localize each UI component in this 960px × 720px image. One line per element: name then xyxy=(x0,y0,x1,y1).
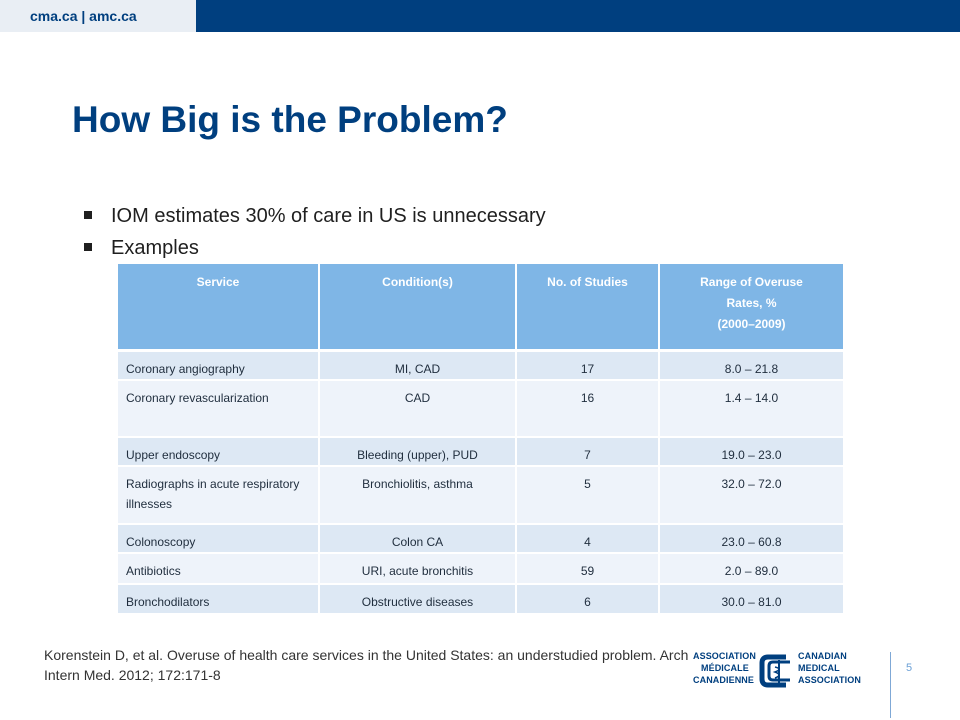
cell-studies: 16 xyxy=(516,379,660,438)
cell-range: 32.0 – 72.0 xyxy=(659,465,843,525)
header-conditions: Condition(s) xyxy=(319,264,517,352)
bullet-text: Examples xyxy=(111,237,199,259)
cell-range: 2.0 – 89.0 xyxy=(659,552,843,585)
bullet-text: IOM estimates 30% of care in US is unnec… xyxy=(111,205,546,227)
cell-range: 8.0 – 21.8 xyxy=(659,350,843,381)
header-service: Service xyxy=(118,264,320,352)
cell-studies: 5 xyxy=(516,465,660,525)
header-range-line: Rates, % xyxy=(726,296,777,310)
header-range-line: (2000–2009) xyxy=(717,317,786,331)
cell-service: Coronary angiography xyxy=(118,350,320,381)
logo-text-line: CANADIENNE xyxy=(693,675,755,685)
cell-condition: Bronchiolitis, asthma xyxy=(319,465,517,525)
cell-service: Antibiotics xyxy=(118,552,320,585)
table-row: Upper endoscopy Bleeding (upper), PUD 7 … xyxy=(118,436,843,467)
cell-condition: URI, acute bronchitis xyxy=(319,552,517,585)
header-studies: No. of Studies xyxy=(516,264,660,352)
logo-text-line: CANADIAN xyxy=(798,651,847,661)
cell-service: Bronchodilators xyxy=(118,583,320,615)
cell-service: Upper endoscopy xyxy=(118,436,320,467)
cell-service: Colonoscopy xyxy=(118,523,320,554)
footer-divider xyxy=(890,652,891,718)
cell-condition: Bleeding (upper), PUD xyxy=(319,436,517,467)
cell-service: Coronary revascularization xyxy=(118,379,320,438)
slide-title: How Big is the Problem? xyxy=(72,99,508,140)
logo-text-line: MÉDICALE xyxy=(701,663,749,673)
cell-studies: 17 xyxy=(516,350,660,381)
overuse-table: Service Condition(s) No. of Studies Rang… xyxy=(118,264,843,615)
citation: Korenstein D, et al. Overuse of health c… xyxy=(44,647,689,683)
table-header-row: Service Condition(s) No. of Studies Rang… xyxy=(118,264,843,352)
table-row: Colonoscopy Colon CA 4 23.0 – 60.8 xyxy=(118,523,843,554)
cell-studies: 7 xyxy=(516,436,660,467)
caduceus-c-mark-icon xyxy=(759,654,790,688)
cell-studies: 59 xyxy=(516,552,660,585)
bullet-item: Examples xyxy=(84,232,546,264)
logo-text-line: MEDICAL xyxy=(798,663,840,673)
logo-english-name: CANADIAN MEDICAL ASSOCIATION xyxy=(798,650,878,686)
page-number: 5 xyxy=(906,662,913,674)
site-label-tab[interactable]: cma.ca | amc.ca xyxy=(0,0,196,32)
logo-text-line: ASSOCIATION xyxy=(798,675,861,685)
cell-condition: Colon CA xyxy=(319,523,517,554)
cell-condition: Obstructive diseases xyxy=(319,583,517,615)
cell-range: 19.0 – 23.0 xyxy=(659,436,843,467)
header-range: Range of Overuse Rates, % (2000–2009) xyxy=(659,264,843,352)
logo-french-name: ASSOCIATION MÉDICALE CANADIENNE xyxy=(693,650,758,686)
cell-condition: CAD xyxy=(319,379,517,438)
logo-text-line: ASSOCIATION xyxy=(693,651,756,661)
cell-condition: MI, CAD xyxy=(319,350,517,381)
top-banner: cma.ca | amc.ca xyxy=(0,0,960,32)
bullet-square-icon xyxy=(84,243,92,251)
cell-range: 23.0 – 60.8 xyxy=(659,523,843,554)
table-row: Coronary revascularization CAD 16 1.4 – … xyxy=(118,379,843,438)
bullet-item: IOM estimates 30% of care in US is unnec… xyxy=(84,200,546,232)
cell-range: 30.0 – 81.0 xyxy=(659,583,843,615)
table-row: Coronary angiography MI, CAD 17 8.0 – 21… xyxy=(118,350,843,381)
bullet-square-icon xyxy=(84,211,92,219)
table-row: Radiographs in acute respiratory illness… xyxy=(118,465,843,525)
header-range-line: Range of Overuse xyxy=(700,275,803,289)
table-row: Antibiotics URI, acute bronchitis 59 2.0… xyxy=(118,552,843,585)
site-label[interactable]: cma.ca | amc.ca xyxy=(30,8,137,24)
cell-service: Radiographs in acute respiratory illness… xyxy=(118,465,320,525)
cell-studies: 6 xyxy=(516,583,660,615)
cell-range: 1.4 – 14.0 xyxy=(659,379,843,438)
bullet-list: IOM estimates 30% of care in US is unnec… xyxy=(84,200,546,264)
table-row: Bronchodilators Obstructive diseases 6 3… xyxy=(118,583,843,615)
cell-studies: 4 xyxy=(516,523,660,554)
cma-logo: ASSOCIATION MÉDICALE CANADIENNE CANADIAN… xyxy=(693,650,877,696)
